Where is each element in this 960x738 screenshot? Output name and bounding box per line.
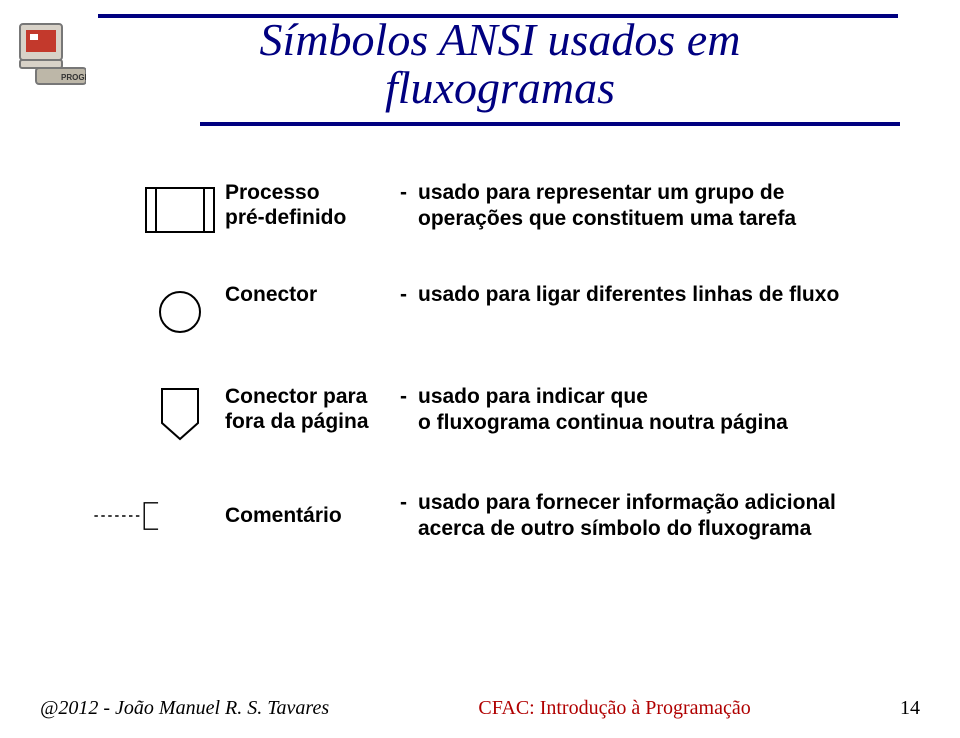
desc-text: usado para fornecer informação adicional	[418, 491, 836, 514]
dash: -	[400, 282, 418, 308]
row-connector: Conector - usado para ligar diferentes l…	[135, 282, 905, 342]
title-bottom-rule	[200, 122, 900, 126]
label-text: pré-definido	[225, 206, 346, 229]
desc-text: o fluxograma continua noutra página	[418, 411, 788, 434]
desc-text: usado para representar um grupo de	[418, 181, 784, 204]
label-text: Processo	[225, 181, 320, 204]
dash: -	[400, 180, 418, 233]
label-text: fora da página	[225, 410, 369, 433]
title-line-2: fluxogramas	[385, 62, 615, 113]
desc-predefined-process: - usado para representar um grupo de ope…	[400, 180, 905, 233]
desc-text: usado para ligar diferentes linhas de fl…	[418, 283, 839, 306]
label-text: Conector	[225, 283, 317, 306]
symbol-offpage-connector	[135, 384, 225, 444]
label-comment: Comentário	[225, 503, 400, 528]
desc-offpage-connector: - usado para indicar que o fluxograma co…	[400, 384, 905, 437]
symbol-comment	[93, 486, 183, 546]
footer-author: @2012 - João Manuel R. S. Tavares	[40, 697, 329, 720]
content-area: Processo pré-definido - usado para repre…	[135, 180, 905, 588]
label-text: Conector para	[225, 385, 367, 408]
symbol-predefined-process	[135, 180, 225, 240]
footer: @2012 - João Manuel R. S. Tavares CFAC: …	[40, 697, 920, 720]
row-offpage-connector: Conector para fora da página - usado par…	[135, 384, 905, 444]
dash: -	[400, 490, 418, 543]
title-line-1: Símbolos ANSI usados em	[260, 14, 741, 65]
desc-comment: - usado para fornecer informação adicion…	[400, 490, 905, 543]
desc-text: usado para indicar que	[418, 385, 648, 408]
symbol-connector	[135, 282, 225, 342]
label-text: Comentário	[225, 504, 342, 527]
row-predefined-process: Processo pré-definido - usado para repre…	[135, 180, 905, 240]
desc-connector: - usado para ligar diferentes linhas de …	[400, 282, 905, 308]
slide-title: Símbolos ANSI usados emfluxogramas	[150, 16, 850, 113]
logo: PROGRAMMING	[14, 20, 86, 92]
label-predefined-process: Processo pré-definido	[225, 180, 400, 230]
footer-page-number: 14	[900, 697, 920, 720]
desc-text: operações que constituem uma tarefa	[418, 207, 796, 230]
desc-text: acerca de outro símbolo do fluxograma	[418, 517, 811, 540]
label-connector: Conector	[225, 282, 400, 307]
label-offpage-connector: Conector para fora da página	[225, 384, 400, 434]
footer-course: CFAC: Introdução à Programação	[478, 697, 750, 720]
dash: -	[400, 384, 418, 437]
svg-text:PROGRAMMING: PROGRAMMING	[61, 73, 86, 82]
row-comment: Comentário - usado para fornecer informa…	[135, 486, 905, 546]
